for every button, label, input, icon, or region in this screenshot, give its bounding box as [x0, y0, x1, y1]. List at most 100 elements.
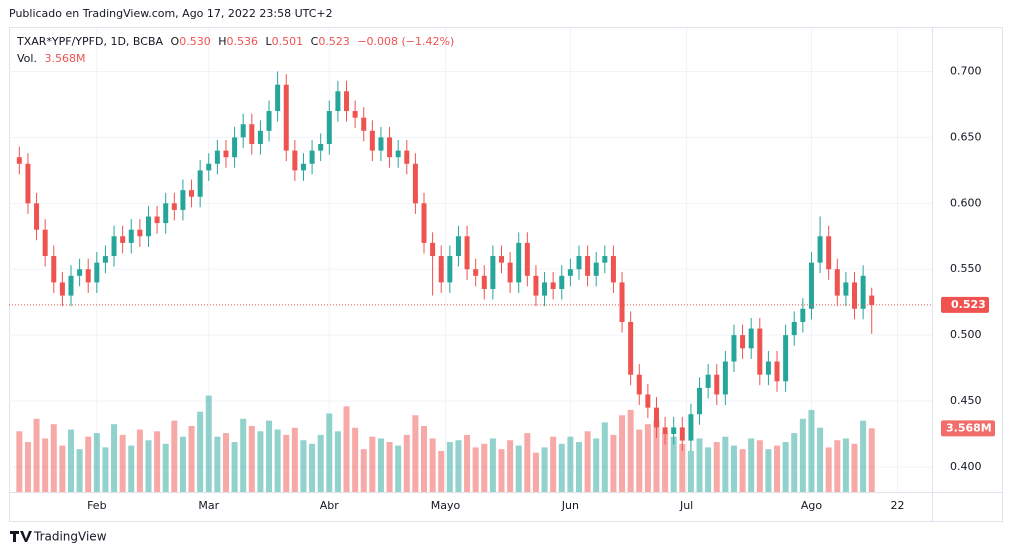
candle-body: [662, 427, 668, 434]
volume-bar: [532, 452, 539, 492]
volume-bar: [464, 434, 471, 492]
volume-bar: [24, 442, 31, 492]
candle-body: [128, 229, 134, 243]
volume-bar: [765, 449, 772, 492]
high: 0.536: [226, 35, 258, 48]
candle-body: [783, 335, 789, 382]
candle-body: [843, 282, 849, 296]
volume-tag-label: 3.568M: [946, 421, 992, 434]
volume-bar: [412, 415, 419, 492]
candle-body: [498, 256, 504, 263]
volume-bar: [188, 425, 195, 492]
candle-body: [455, 236, 461, 257]
candle-body: [249, 124, 255, 144]
volume-bar: [197, 411, 204, 492]
volume-bar: [326, 413, 333, 492]
candle-body: [180, 190, 186, 210]
price-tag: [941, 296, 989, 313]
volume-bar: [136, 429, 143, 492]
volume-bar: [377, 438, 384, 492]
volume-bar: [601, 422, 608, 492]
volume-bar: [162, 443, 169, 492]
volume-bar: [748, 438, 755, 492]
volume-bar: [369, 436, 376, 492]
volume-bar: [868, 428, 875, 492]
candle-body: [189, 190, 195, 197]
candle-body: [378, 137, 384, 151]
x-tick-label: Feb: [87, 499, 106, 512]
volume-bar: [808, 409, 815, 492]
volume-bar: [257, 431, 264, 492]
candle-body: [421, 203, 427, 243]
candle-body: [257, 130, 263, 144]
candle-body: [464, 236, 470, 270]
volume-bar: [352, 427, 359, 492]
volume-bar: [16, 431, 23, 492]
logo: TradingView: [10, 530, 107, 544]
candle-body: [481, 275, 487, 289]
candle-body: [714, 374, 720, 395]
y-tick-label: 0.600: [950, 196, 982, 209]
candle-body: [447, 256, 453, 283]
volume-bar: [85, 436, 92, 492]
volume-bar: [653, 420, 660, 492]
volume-bar: [171, 420, 178, 492]
volume-bar: [429, 438, 436, 492]
volume-bar: [541, 447, 548, 492]
candle-body: [412, 163, 418, 204]
volume-bar: [851, 443, 858, 492]
candle-body: [335, 91, 341, 112]
candle-body: [154, 216, 160, 224]
candle-body: [120, 236, 126, 243]
candle-body: [94, 262, 100, 283]
volume-bar: [515, 445, 522, 492]
candle-body: [869, 295, 875, 305]
c: C: [311, 35, 319, 48]
volume-bar: [309, 443, 316, 492]
volume-bar: [575, 442, 582, 492]
candle-body: [369, 130, 375, 151]
x-tick-label: Jul: [679, 499, 693, 512]
volume-bar: [834, 440, 841, 492]
volume-bar: [739, 449, 746, 492]
volume-bar: [421, 425, 428, 492]
candle-body: [395, 150, 401, 158]
candle-body: [326, 111, 332, 144]
volume-bar: [76, 449, 83, 492]
candle-body: [171, 203, 177, 210]
candle-body: [352, 111, 358, 118]
volume-bar: [59, 445, 66, 492]
footer: TradingView: [33, 530, 107, 544]
volume-bar: [438, 450, 445, 492]
l: L: [265, 35, 272, 48]
candle-body: [309, 150, 315, 164]
candle-body: [559, 275, 565, 289]
volume-bar: [481, 443, 488, 492]
volume-bar: [679, 443, 686, 492]
candle-body: [85, 269, 91, 283]
candle-body: [576, 256, 582, 270]
price-tag-label: 0.523: [951, 298, 986, 311]
volume-bar: [644, 424, 651, 492]
change: −0.008 (−1.42%): [357, 35, 454, 48]
candle-body: [42, 229, 48, 257]
x-tick-label: Jun: [561, 499, 579, 512]
volume-bar: [240, 418, 247, 492]
candle-body: [567, 269, 573, 276]
candle-body: [697, 387, 703, 415]
header: Publicado en TradingView.com, Ago 17, 20…: [9, 7, 333, 20]
candle-body: [585, 256, 591, 276]
volume-bar: [446, 442, 453, 492]
y-tick-label: 0.700: [950, 65, 982, 78]
candle-body: [542, 282, 548, 296]
volume-bar: [145, 440, 152, 492]
candle-body: [653, 407, 659, 428]
volume-bar: [93, 433, 100, 492]
volume-bar: [231, 442, 238, 492]
candle-body: [111, 236, 117, 257]
candle-body: [430, 242, 436, 257]
candle-body: [145, 216, 151, 237]
volume-bar: [610, 434, 617, 492]
candle-body: [593, 262, 599, 276]
